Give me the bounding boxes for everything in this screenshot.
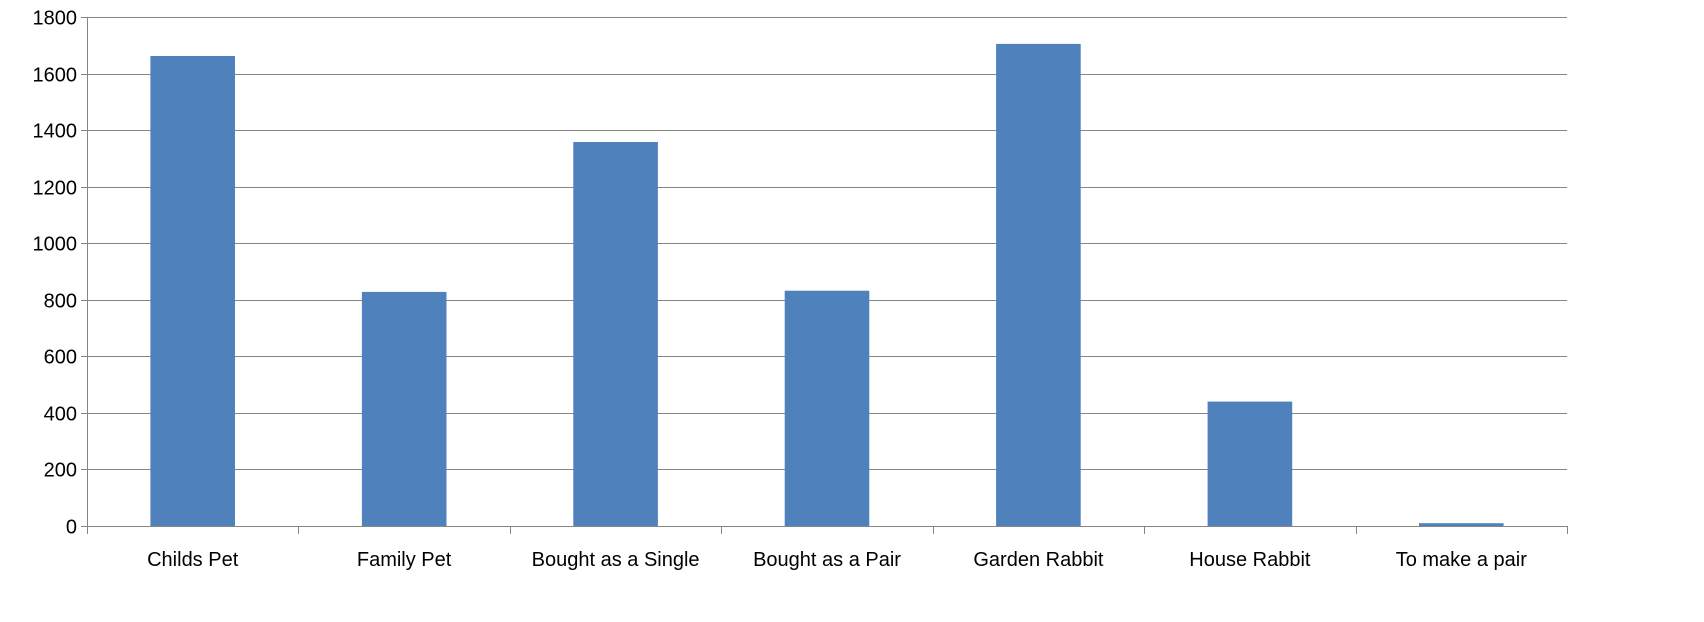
- y-tick-label: 400: [44, 404, 77, 426]
- bar-to-make-a-pair: [1419, 523, 1504, 526]
- bar-house-rabbit: [1207, 401, 1293, 526]
- x-tick-label: Bought as a Single: [532, 549, 700, 571]
- bar-garden-rabbit: [996, 43, 1081, 527]
- y-tick-label: 200: [44, 460, 77, 482]
- y-tick-label: 800: [44, 291, 77, 313]
- y-tick-label: 1600: [33, 65, 78, 87]
- bar-childs-pet: [150, 56, 235, 526]
- bar-bought-as-a-single: [573, 142, 658, 526]
- y-tick-label: 1000: [33, 234, 78, 256]
- y-tick-label: 1400: [33, 121, 78, 143]
- y-tick-label: 1200: [33, 178, 78, 200]
- x-tick-label: Garden Rabbit: [973, 549, 1104, 571]
- bars: [150, 43, 1504, 527]
- x-tick-label: House Rabbit: [1189, 549, 1311, 571]
- bar-family-pet: [361, 291, 447, 526]
- y-axis-ticks: 0 200 400 600 800 1000 1200 1400 1600 1800: [33, 8, 87, 539]
- y-tick-label: 600: [44, 347, 77, 369]
- bar-bought-as-a-pair: [784, 290, 870, 526]
- x-tick-label: Bought as a Pair: [753, 549, 901, 571]
- y-tick-label: 1800: [33, 8, 78, 30]
- y-tick-label: 0: [66, 517, 77, 539]
- x-axis: Childs Pet Family Pet Bought as a Single Bo…: [87, 526, 1568, 571]
- x-tick-label: To make a pair: [1396, 549, 1528, 571]
- x-tick-label: Family Pet: [357, 549, 452, 571]
- x-tick-label: Childs Pet: [147, 549, 239, 571]
- gridlines: [87, 17, 1567, 526]
